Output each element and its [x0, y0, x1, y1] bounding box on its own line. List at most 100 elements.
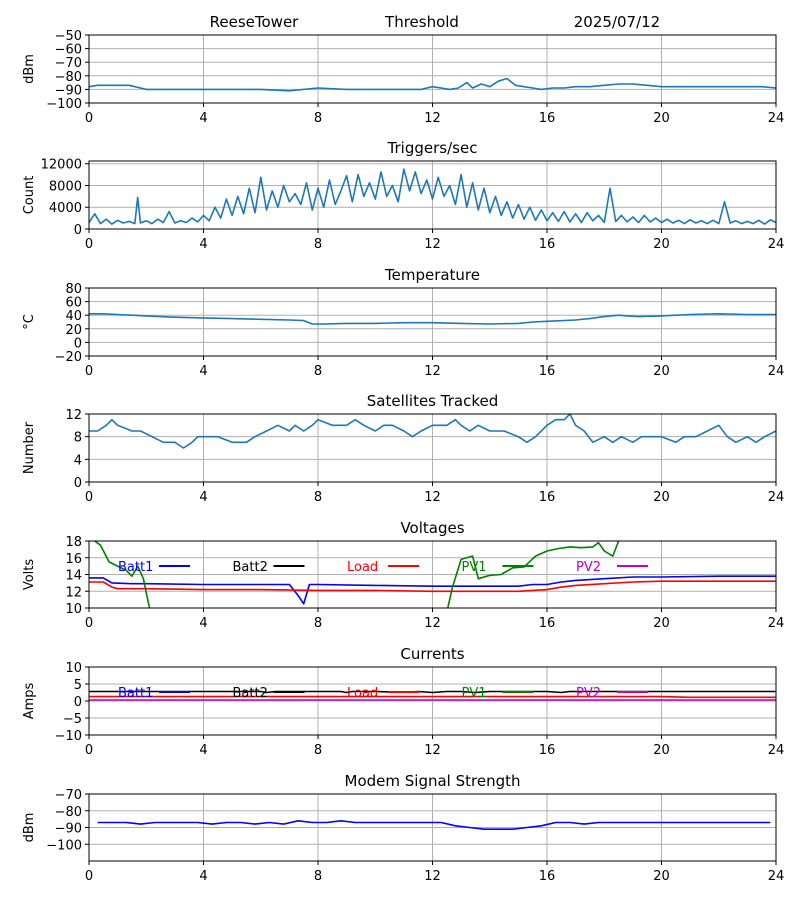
legend-label-pv2: PV2: [576, 686, 601, 701]
x-tick-label: 4: [199, 237, 207, 252]
legend-label-pv1: PV1: [462, 686, 487, 701]
y-tick-label: 4: [74, 453, 82, 468]
x-tick-label: 4: [199, 616, 207, 631]
header-station: ReeseTower: [210, 13, 300, 31]
legend-label-batt2: Batt2: [233, 686, 268, 701]
x-tick-label: 4: [199, 490, 207, 505]
x-tick-label: 8: [314, 111, 322, 126]
y-tick-label: 12000: [41, 158, 82, 173]
x-tick-label: 24: [768, 743, 785, 758]
y-tick-label: 14: [65, 569, 82, 584]
x-tick-label: 8: [314, 616, 322, 631]
x-tick-label: 8: [314, 743, 322, 758]
y-axis-label-satellites: Number: [22, 421, 37, 474]
y-tick-label: 12: [65, 585, 82, 600]
y-tick-label: 20: [65, 323, 82, 338]
x-tick-label: 20: [653, 616, 670, 631]
x-tick-label: 12: [424, 237, 441, 252]
x-tick-label: 8: [314, 490, 322, 505]
x-tick-label: 0: [85, 364, 93, 379]
x-tick-label: 24: [768, 616, 785, 631]
x-tick-label: 24: [768, 237, 785, 252]
x-tick-label: 24: [768, 869, 785, 884]
x-tick-label: 16: [539, 111, 556, 126]
panel-title-satellites: Satellites Tracked: [367, 392, 498, 410]
series-line-voltages-pv1: [94, 541, 620, 608]
y-axis-label-modem: dBm: [22, 813, 37, 843]
y-tick-label: 4000: [49, 201, 82, 216]
x-tick-label: 12: [424, 616, 441, 631]
y-tick-label: −70: [55, 788, 82, 803]
x-tick-label: 12: [424, 111, 441, 126]
panel-title-temperature: Temperature: [384, 266, 480, 284]
x-tick-label: 20: [653, 237, 670, 252]
series-line-voltages-batt1: [89, 575, 776, 605]
series-line-currents-batt2: [89, 690, 776, 694]
y-axis-label-signal: dBm: [22, 54, 37, 84]
y-tick-label: 40: [65, 309, 82, 324]
y-tick-label: 10: [65, 661, 82, 676]
y-tick-label: 18: [65, 535, 82, 550]
x-tick-label: 4: [199, 869, 207, 884]
chart-header: ReeseTower Threshold 2025/07/12: [210, 13, 661, 31]
x-tick-label: 12: [424, 743, 441, 758]
y-tick-label: −90: [55, 83, 82, 98]
y-tick-label: 10: [65, 602, 82, 617]
x-tick-label: 16: [539, 616, 556, 631]
legend-label-batt1: Batt1: [118, 560, 153, 575]
panel-title-triggers: Triggers/sec: [387, 139, 478, 157]
y-axis-label-temperature: °C: [22, 314, 37, 330]
y-tick-label: 0: [74, 336, 82, 351]
series-line-temperature-0: [89, 312, 776, 325]
x-tick-label: 20: [653, 364, 670, 379]
x-tick-label: 0: [85, 490, 93, 505]
y-tick-label: 80: [65, 282, 82, 297]
y-tick-label: −50: [55, 29, 82, 44]
legend-label-batt1: Batt1: [118, 686, 153, 701]
y-tick-label: −20: [55, 350, 82, 365]
y-tick-label: 12: [65, 408, 82, 423]
panel-signal: 0 4 8 12 16 20 24 −100−90−80−70−60−50 dBm: [22, 29, 784, 126]
series-line-currents-load: [89, 695, 776, 699]
x-tick-label: 20: [653, 111, 670, 126]
legend-label-pv1: PV1: [462, 560, 487, 575]
x-tick-label: 16: [539, 237, 556, 252]
header-mode: Threshold: [384, 13, 459, 31]
x-tick-label: 20: [653, 490, 670, 505]
legend-label-load: Load: [347, 686, 378, 701]
y-tick-label: −10: [55, 729, 82, 744]
y-tick-label: 0: [74, 223, 82, 238]
x-tick-label: 0: [85, 869, 93, 884]
x-tick-label: 20: [653, 869, 670, 884]
x-tick-label: 16: [539, 743, 556, 758]
y-tick-label: 8000: [49, 179, 82, 194]
series-line-triggers-0: [89, 168, 776, 225]
y-tick-label: −70: [55, 56, 82, 71]
x-tick-label: 24: [768, 364, 785, 379]
header-date: 2025/07/12: [574, 13, 660, 31]
x-tick-label: 24: [768, 111, 785, 126]
x-tick-label: 8: [314, 869, 322, 884]
legend-label-batt2: Batt2: [233, 560, 268, 575]
y-tick-label: −60: [55, 43, 82, 58]
x-tick-label: 4: [199, 364, 207, 379]
y-tick-label: −90: [55, 822, 82, 837]
y-tick-label: 8: [74, 431, 82, 446]
x-tick-label: 0: [85, 111, 93, 126]
panel-title-modem: Modem Signal Strength: [345, 772, 521, 790]
x-tick-label: 8: [314, 237, 322, 252]
y-tick-label: 0: [74, 695, 82, 710]
panel-currents: 0 4 8 12 16 20 24 −10 −5 0 5 10 Currents Amps Batt1 Bat…: [22, 645, 784, 758]
y-tick-label: −80: [55, 70, 82, 85]
x-tick-label: 4: [199, 111, 207, 126]
panel-title-currents: Currents: [400, 645, 464, 663]
x-tick-label: 12: [424, 490, 441, 505]
y-axis-label-voltages: Volts: [22, 559, 37, 591]
x-tick-label: 16: [539, 869, 556, 884]
x-tick-label: 0: [85, 237, 93, 252]
y-tick-label: −100: [46, 97, 82, 112]
x-tick-label: 16: [539, 490, 556, 505]
y-tick-label: 60: [65, 296, 82, 311]
